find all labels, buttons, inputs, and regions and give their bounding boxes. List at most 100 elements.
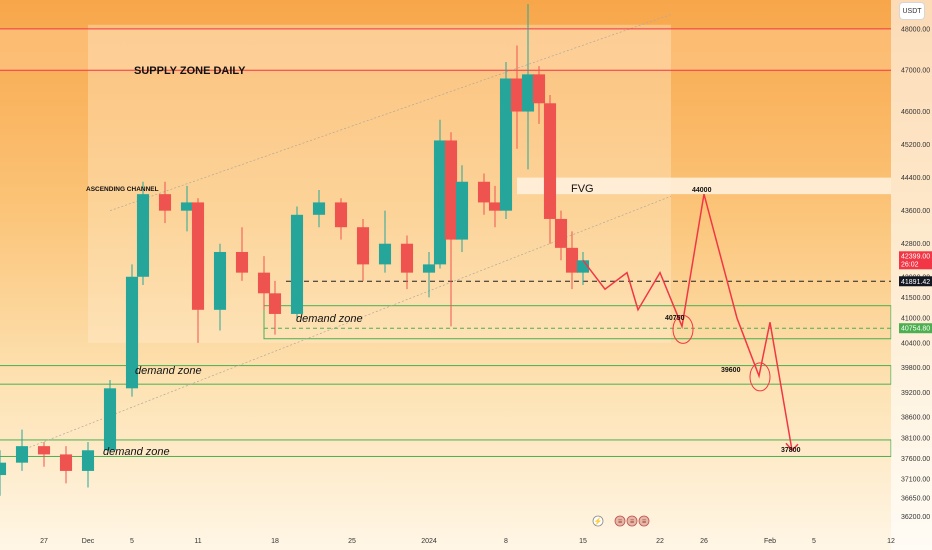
countdown-badge: 26:02	[901, 261, 919, 268]
x-tick-label: 8	[504, 538, 508, 545]
channel-line-upper	[109, 14, 672, 212]
candle-body	[191, 202, 205, 310]
x-tick-label: 18	[271, 538, 279, 545]
fvg-label: FVG	[571, 183, 594, 195]
annotations-layer: SUPPLY ZONE DAILY ASCENDING CHANNEL FVG dem…	[86, 65, 801, 458]
y-tick-label: 46000.00	[901, 109, 930, 116]
zones-layer	[0, 14, 892, 457]
candle-body	[532, 74, 546, 104]
x-tick-label: 25	[348, 538, 356, 545]
candle-body	[433, 140, 447, 265]
candle-body	[268, 293, 282, 314]
green-level-badge-bg	[899, 323, 932, 334]
projection-path	[582, 193, 793, 451]
candle-body	[477, 181, 491, 203]
candle-body	[378, 243, 392, 265]
x-tick-label: 11	[194, 538, 201, 545]
x-tick-label: 5	[812, 538, 816, 545]
x-tick-label: 12	[887, 538, 895, 545]
level-label-44000: 44000	[692, 187, 712, 194]
event-icon[interactable]: ≡	[638, 515, 650, 527]
y-tick-label: 48000.00	[901, 26, 930, 33]
x-tick-label: 5	[130, 538, 134, 545]
candle-body	[180, 202, 194, 211]
candle-body	[334, 202, 348, 228]
x-tick-label: 15	[579, 538, 587, 545]
x-tick-label: Feb	[764, 538, 776, 545]
target-circle	[672, 314, 694, 344]
axes-layer: 48000.00 47000.00 46000.00 45200.00 44400.00…	[40, 0, 932, 550]
svg-text:≡: ≡	[630, 519, 634, 526]
candle-body	[0, 462, 7, 476]
zone-fvg	[517, 177, 891, 195]
x-tick-label: 2024	[421, 538, 437, 545]
event-icon[interactable]: ≡	[614, 515, 626, 527]
y-tick-label: 43600.00	[901, 208, 930, 215]
y-tick-label: 44400.00	[901, 175, 930, 182]
candle-body	[136, 194, 150, 277]
candle-body	[257, 272, 271, 294]
projection-layer	[582, 193, 799, 452]
flash-icon[interactable]: ⚡	[592, 515, 604, 527]
candle-body	[59, 454, 73, 471]
arrow-head-icon	[785, 442, 799, 452]
zone-supply	[0, 28, 891, 71]
price-axis-panel	[891, 0, 932, 550]
event-icons-layer: ⚡ ≡ ≡ ≡	[592, 515, 650, 527]
candle-body	[499, 78, 513, 211]
candle-body	[554, 218, 568, 248]
ascending-channel-label: ASCENDING CHANNEL	[86, 186, 159, 193]
candle-body	[103, 388, 117, 451]
candle-body	[543, 103, 557, 219]
candle-body	[312, 202, 326, 215]
candle-body	[125, 276, 139, 389]
demand-zone-label-3: demand zone	[103, 446, 170, 458]
level-label-39600: 39600	[721, 367, 741, 374]
y-tick-label: 47000.00	[901, 68, 930, 75]
level-label-40750: 40750	[665, 315, 685, 322]
candle-body	[510, 78, 524, 112]
demand-zone-label-1: demand zone	[296, 313, 363, 325]
candle-body	[290, 214, 304, 314]
candle-body	[158, 194, 172, 211]
y-tick-label: 36200.00	[901, 514, 930, 521]
dark-level-badge: 41891.42	[901, 279, 930, 286]
x-tick-label: 26	[700, 538, 708, 545]
svg-text:⚡: ⚡	[594, 517, 603, 526]
svg-text:≡: ≡	[642, 519, 646, 526]
target-circle	[749, 362, 771, 392]
candle-body	[37, 446, 51, 455]
green-level-badge: 40754.80	[901, 326, 930, 333]
candle-body	[235, 251, 249, 273]
y-tick-label: 40400.00	[901, 340, 930, 347]
supply-zone-label: SUPPLY ZONE DAILY	[134, 65, 246, 77]
svg-text:≡: ≡	[618, 519, 622, 526]
event-icon[interactable]: ≡	[626, 515, 638, 527]
y-tick-label: 41500.00	[901, 295, 930, 302]
x-tick-label: Dec	[82, 538, 95, 545]
candle-body	[488, 202, 502, 211]
candle-body	[81, 450, 95, 471]
y-tick-label: 42800.00	[901, 241, 930, 248]
x-tick-label: 22	[656, 538, 664, 545]
x-tick-label: 27	[40, 538, 48, 545]
y-tick-label: 41000.00	[901, 316, 930, 323]
demand-zone-label-2: demand zone	[135, 365, 202, 377]
levels-layer	[0, 28, 891, 329]
candle-body	[356, 227, 370, 265]
candle-body	[565, 247, 579, 273]
y-tick-label: 36650.00	[901, 495, 930, 502]
y-tick-label: 37600.00	[901, 456, 930, 463]
y-tick-label: 38100.00	[901, 435, 930, 442]
y-tick-label: 39200.00	[901, 390, 930, 397]
candle-body	[521, 74, 535, 112]
y-tick-label: 37100.00	[901, 477, 930, 484]
current-price-badge: 42399.00	[901, 253, 930, 260]
candle-body	[444, 140, 458, 240]
candle-body	[400, 243, 414, 273]
current-price-badge-bg	[899, 251, 932, 270]
currency-button[interactable]: USDT	[899, 2, 925, 20]
candle-body	[213, 251, 227, 310]
